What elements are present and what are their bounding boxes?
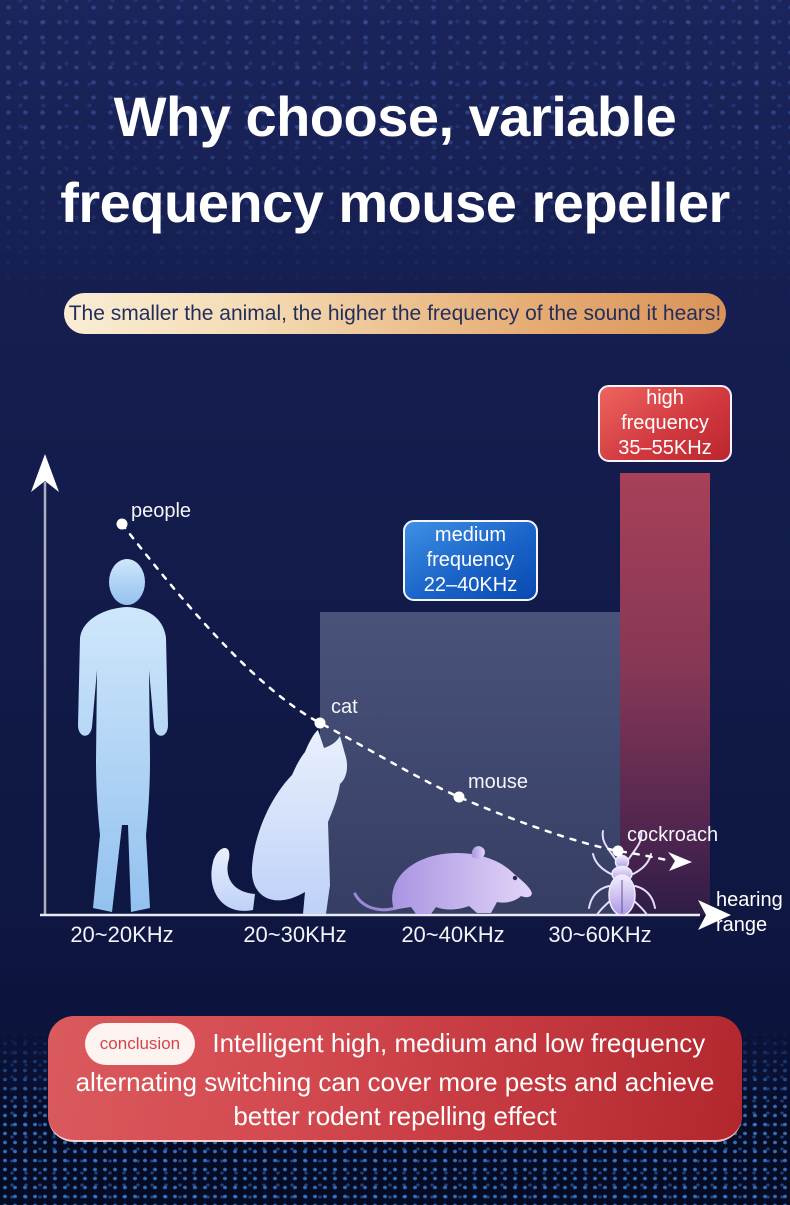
x-axis-label-line-2: range [716,914,768,936]
high-badge-line-3: 35–55KHz [618,437,712,459]
tagline-text: The smaller the animal, the higher the f… [68,301,722,325]
high-badge-line-2: frequency [621,412,709,434]
x-axis-arrow-icon [698,900,731,930]
trend-point-cat [314,717,326,729]
high-frequency-badge: high frequency 35–55KHz [598,385,732,462]
conclusion-panel: conclusion Intelligent high, medium and … [48,1016,742,1142]
medium-badge-line-2: frequency [426,549,515,571]
label-cat: cat [331,696,358,718]
high-frequency-bar [620,473,710,915]
medium-badge-line-1: medium [434,524,507,546]
person-silhouette [78,559,168,912]
tick-20-20khz: 20~20KHz [70,922,174,947]
conclusion-text: Intelligent high, medium and low frequen… [75,1028,715,1131]
x-axis-label-line-1: hearing [716,889,783,911]
trend-arrow-icon [668,852,692,871]
high-badge-line-1: high [646,387,684,409]
hearing-frequency-chart: high frequency 35–55KHz medium frequency… [0,370,790,965]
label-mouse: mouse [468,771,529,793]
conclusion-content: conclusion Intelligent high, medium and … [68,1023,722,1133]
trend-point-mouse [453,791,465,803]
mouse-silhouette [353,846,532,914]
label-cockroach: cockroach [627,824,719,846]
conclusion-badge: conclusion [84,1023,196,1065]
trend-point-cockroach [612,845,624,857]
tick-20-30khz: 20~30KHz [243,922,347,947]
tick-20-40khz: 20~40KHz [401,922,505,947]
x-axis-label: hearing range [716,888,783,938]
title-line-1: Why choose, variable [113,85,677,148]
cat-silhouette [211,730,348,914]
trend-point-people [116,518,128,530]
chart-canvas [31,454,731,930]
title-line-2: frequency mouse repeller [60,171,730,234]
medium-badge-line-3: 22–40KHz [423,574,518,596]
medium-frequency-badge: medium frequency 22–40KHz [403,520,538,601]
y-axis-arrow-icon [31,454,59,492]
tagline-banner: The smaller the animal, the higher the f… [64,293,726,334]
tick-30-60khz: 30~60KHz [548,922,652,947]
cockroach-silhouette [588,830,656,916]
page-title: Why choose, variable frequency mouse rep… [0,74,790,246]
label-people: people [131,500,192,522]
